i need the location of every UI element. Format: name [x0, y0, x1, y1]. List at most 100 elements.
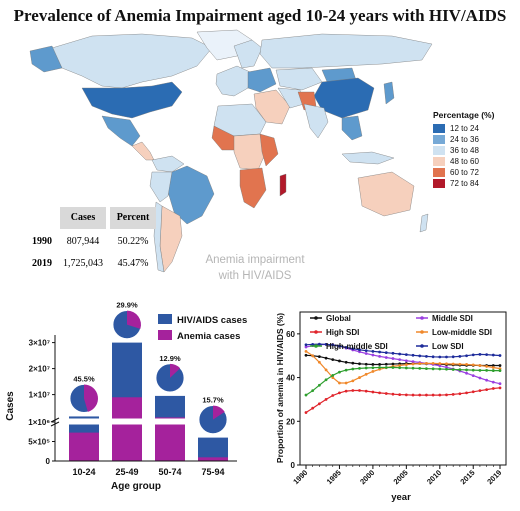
legend-swatch-hiv — [158, 314, 172, 324]
table-row-percent: 45.47% — [117, 258, 149, 269]
pie-anemia-slice — [127, 310, 141, 329]
map-region-new-zealand — [419, 213, 429, 233]
data-point — [471, 368, 475, 372]
legend-marker — [420, 330, 424, 334]
data-point — [338, 359, 341, 363]
series-line — [305, 387, 501, 414]
legend-label: High-middle SDI — [326, 342, 388, 351]
data-point — [491, 369, 495, 372]
map-region-canada — [51, 33, 213, 89]
table-header-cases: Cases — [60, 207, 106, 229]
table-row-cases: 1,725,043 — [63, 258, 103, 269]
data-point — [438, 367, 442, 371]
data-point — [498, 354, 502, 357]
data-point — [317, 355, 321, 358]
map-region-australia — [357, 171, 415, 217]
data-point — [331, 343, 335, 347]
data-point — [304, 393, 308, 397]
legend-marker — [314, 316, 318, 320]
data-point — [458, 362, 462, 366]
table-header-percent: Percent — [110, 207, 156, 229]
data-point — [391, 392, 395, 396]
data-point — [471, 374, 475, 378]
data-point — [324, 378, 328, 382]
data-point — [364, 366, 368, 370]
data-point — [458, 354, 462, 358]
data-point — [438, 364, 442, 368]
data-point — [378, 391, 381, 395]
y-axis-title: Proportion of anemia in HIV/AIDS (%) — [275, 313, 285, 463]
bar-legend: HIV/AIDS cases Anemia cases — [158, 314, 247, 342]
watermark-line: Anemia impairment — [205, 254, 305, 266]
data-point — [398, 358, 402, 362]
data-point — [317, 360, 321, 364]
data-point — [451, 362, 455, 366]
x-tick-label: 75-94 — [201, 467, 224, 477]
data-point — [344, 381, 348, 385]
data-point — [344, 346, 348, 349]
data-point — [358, 366, 361, 370]
table-row-percent: 50.22% — [117, 236, 149, 247]
x-tick-label: 2005 — [392, 468, 410, 486]
data-point — [311, 342, 315, 346]
data-point — [398, 366, 402, 370]
data-point — [311, 389, 315, 393]
data-point — [418, 366, 422, 370]
data-point — [351, 389, 355, 392]
data-point — [331, 394, 335, 397]
data-point — [378, 354, 381, 358]
map-region-argentina — [159, 205, 183, 273]
data-point — [431, 393, 435, 397]
data-point — [491, 353, 495, 357]
legend-label: Low-middle SDI — [432, 328, 492, 337]
legend-item: 12 to 24 — [433, 123, 494, 134]
data-point — [404, 359, 408, 363]
map-region-southeast-asia — [341, 115, 363, 141]
data-point — [438, 393, 442, 397]
legend-label: 24 to 36 — [450, 135, 479, 144]
data-point — [491, 364, 495, 367]
legend-item: 24 to 36 — [433, 134, 494, 145]
series-line — [305, 350, 501, 384]
legend-label: Global — [326, 314, 351, 323]
legend-label: 36 to 48 — [450, 146, 479, 155]
data-point — [418, 362, 422, 365]
data-point — [304, 345, 308, 349]
bar-anemia-cases — [112, 397, 142, 461]
x-tick-label: 2010 — [425, 468, 443, 486]
watermark-line: with HIV/AIDS — [218, 270, 292, 282]
data-point — [485, 353, 489, 357]
data-point — [384, 392, 388, 395]
x-tick-label: 2000 — [358, 468, 376, 486]
map-region-usa — [81, 81, 183, 119]
pie-anemia-slice — [170, 363, 181, 378]
data-point — [471, 390, 475, 394]
y-tick-label: 3×10⁷ — [29, 339, 50, 348]
legend-marker — [420, 344, 424, 348]
legend-item: 48 to 60 — [433, 156, 494, 167]
series-line — [305, 366, 500, 396]
data-point — [451, 355, 455, 359]
data-point — [431, 367, 435, 371]
data-point — [358, 348, 361, 352]
data-point — [465, 354, 468, 358]
data-point — [371, 349, 375, 353]
table-row-year: 1990 — [32, 236, 52, 247]
legend-swatch — [433, 168, 445, 177]
data-point — [331, 376, 335, 379]
sdi-line-chart: 0 20 40 60 1990 1995 2000 2005 2010 2015 2019 Glob… — [275, 311, 507, 503]
data-point — [384, 351, 388, 355]
data-point — [485, 388, 489, 391]
bar-anemia-cases — [155, 417, 185, 461]
map-region-central-america — [131, 141, 155, 161]
legend-swatch — [433, 146, 445, 155]
data-point — [324, 398, 328, 401]
data-point — [425, 393, 428, 397]
map-region-chile — [153, 201, 165, 273]
pie-anemia-slice — [84, 384, 98, 412]
data-point — [358, 362, 361, 366]
data-point — [317, 402, 321, 406]
data-point — [411, 362, 415, 366]
x-tick-label: 50-74 — [158, 467, 181, 477]
map-region-brazil — [167, 165, 215, 225]
